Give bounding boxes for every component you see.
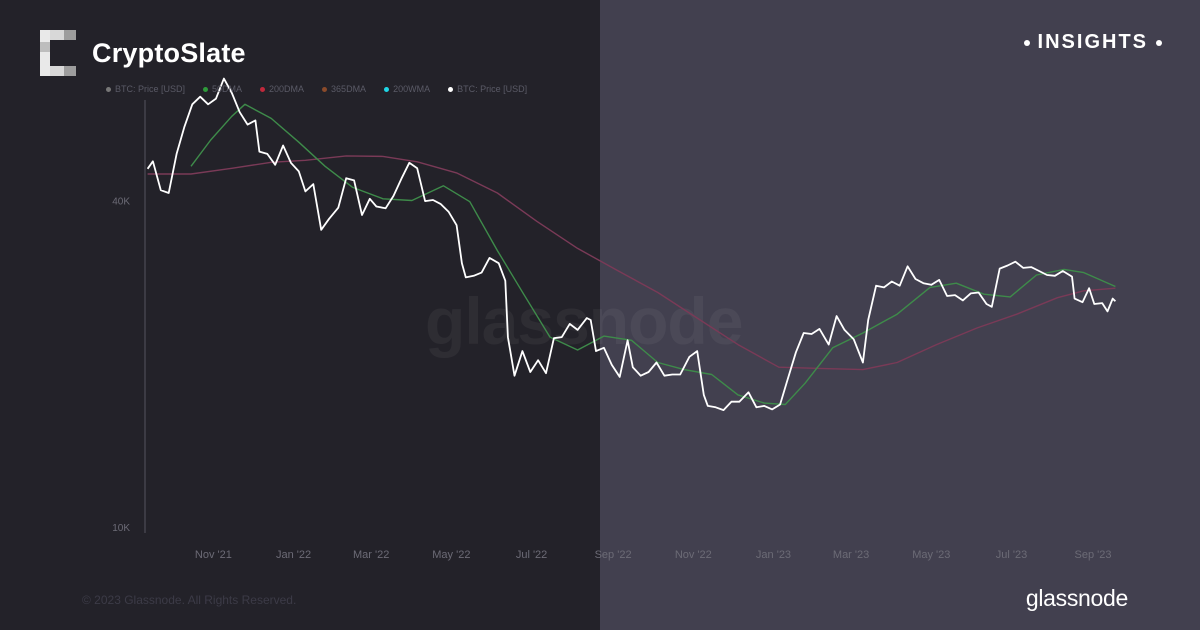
background-right-panel bbox=[600, 0, 1200, 630]
legend-label: BTC: Price [USD] bbox=[457, 84, 528, 94]
series-line-200dma bbox=[147, 155, 1116, 371]
copyright: © 2023 Glassnode. All Rights Reserved. bbox=[82, 593, 297, 607]
x-tick-label: Jul '22 bbox=[516, 549, 547, 561]
legend-label: 365DMA bbox=[331, 84, 367, 94]
legend-swatch-icon bbox=[203, 86, 209, 92]
x-tick-label: Nov '22 bbox=[675, 549, 712, 561]
legend-label: 200WMA bbox=[393, 84, 431, 94]
legend-swatch-icon bbox=[384, 86, 390, 92]
brand: CryptoSlate bbox=[40, 30, 246, 76]
legend-label: 50DMA bbox=[212, 84, 243, 94]
x-tick-label: May '23 bbox=[912, 549, 950, 561]
legend-swatch-icon bbox=[260, 86, 266, 92]
y-tick-label: 40K bbox=[112, 197, 130, 208]
legend-swatch-icon bbox=[322, 86, 328, 92]
x-tick-label: Mar '22 bbox=[353, 549, 389, 561]
x-tick-label: Jan '23 bbox=[756, 549, 791, 561]
legend-item: BTC: Price [USD] bbox=[448, 84, 527, 94]
bullet-icon bbox=[1156, 39, 1162, 46]
bullet-icon bbox=[1023, 39, 1030, 46]
x-tick-label: May '22 bbox=[432, 549, 470, 561]
cryptoslate-logo-icon bbox=[40, 30, 76, 76]
series-line-btc-price-usd- bbox=[146, 77, 1117, 411]
glassnode-logo: glassnode bbox=[1025, 585, 1128, 611]
legend-label: 200DMA bbox=[269, 84, 305, 94]
x-tick-label: Sep '23 bbox=[1075, 549, 1112, 561]
x-tick-label: Sep '22 bbox=[595, 549, 632, 561]
x-tick-label: Jan '22 bbox=[276, 549, 311, 561]
legend-swatch-icon bbox=[448, 86, 454, 92]
legend-label: BTC: Price [USD] bbox=[115, 84, 186, 94]
brand-name: CryptoSlate bbox=[92, 37, 246, 68]
chart-legend: BTC: Price [USD] 50DMA 200DMA 365DMA 200WMA B… bbox=[106, 84, 527, 94]
series-line-50dma bbox=[190, 103, 1116, 406]
background-left-panel bbox=[0, 0, 600, 630]
legend-swatch-icon bbox=[106, 86, 111, 92]
x-tick-label: Nov '21 bbox=[195, 549, 232, 561]
legend-item: 50DMA bbox=[203, 84, 242, 94]
legend-item: 200DMA bbox=[260, 84, 304, 94]
x-tick-label: Mar '23 bbox=[833, 549, 869, 561]
legend-item: BTC: Price [USD] bbox=[106, 84, 185, 94]
legend-item: 200WMA bbox=[384, 84, 430, 94]
insights-label: INSIGHTS bbox=[1037, 31, 1148, 53]
x-tick-label: Jul '23 bbox=[996, 549, 1027, 561]
insights-badge: INSIGHTS bbox=[1016, 31, 1170, 54]
legend-item: 365DMA bbox=[322, 84, 366, 94]
y-tick-label: 10K bbox=[112, 523, 130, 534]
